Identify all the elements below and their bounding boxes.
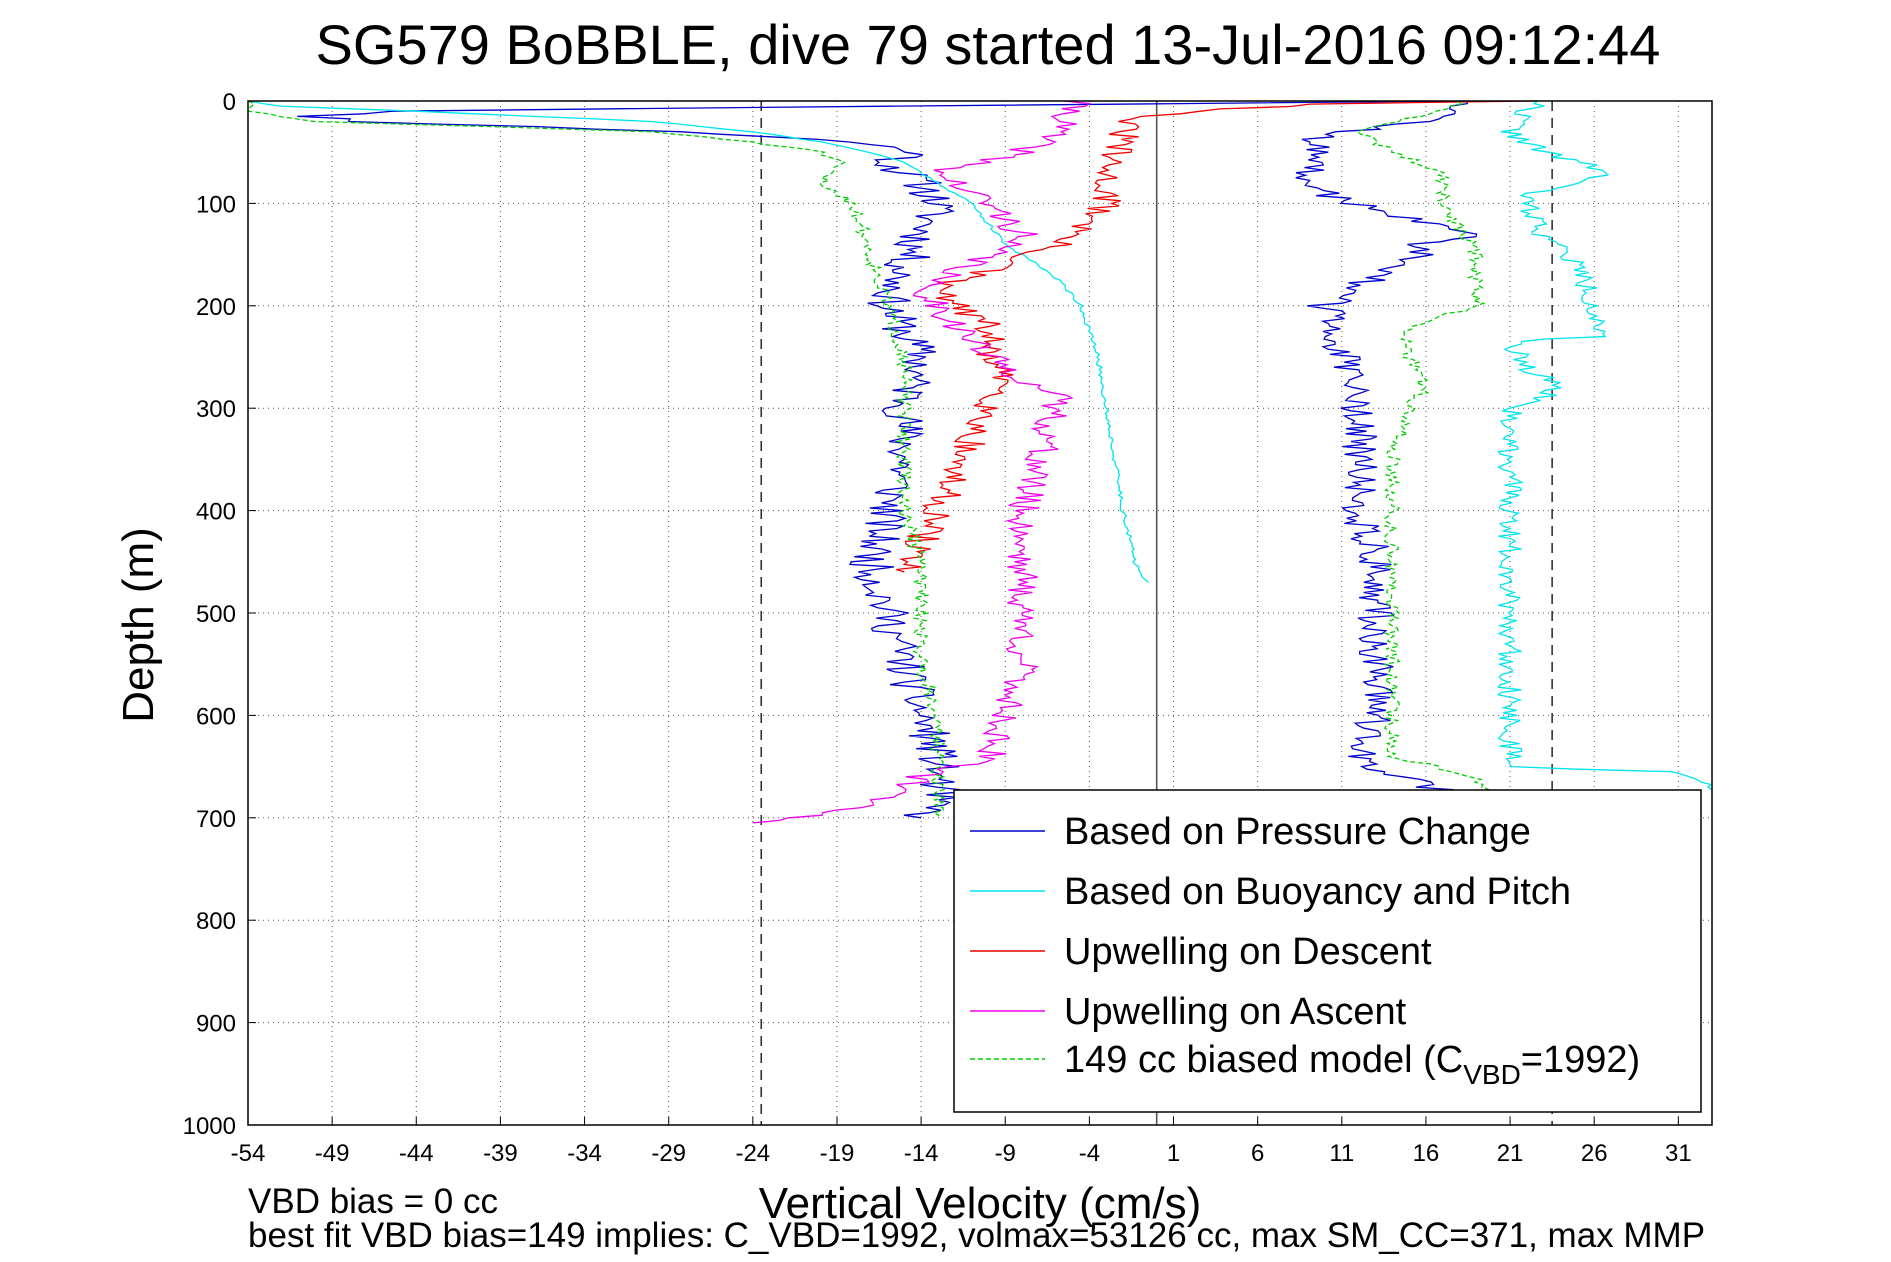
series-line bbox=[247, 100, 948, 819]
y-tick-label: 0 bbox=[223, 89, 236, 116]
series-line bbox=[247, 100, 1149, 583]
x-tick-label: 11 bbox=[1329, 1140, 1354, 1167]
footer-bias-note: VBD bias = 0 cc bbox=[248, 1182, 498, 1221]
y-tick-label: 900 bbox=[196, 1011, 236, 1038]
x-tick-label: 16 bbox=[1413, 1140, 1440, 1167]
x-tick-label: -24 bbox=[735, 1140, 770, 1167]
x-tick-label: 31 bbox=[1665, 1140, 1692, 1167]
y-axis-ticks: 0 100 200 300 400 500 600 700 800 900 1000 bbox=[183, 89, 256, 1140]
series-line bbox=[752, 100, 1092, 824]
chart-title: SG579 BoBBLE, dive 79 started 13-Jul-201… bbox=[316, 13, 1661, 76]
x-axis-label: Vertical Velocity (cm/s) bbox=[759, 1179, 1202, 1228]
x-tick-label: -44 bbox=[399, 1140, 434, 1167]
y-tick-label: 200 bbox=[196, 294, 236, 321]
legend: Based on Pressure Change Based on Buoyanc… bbox=[953, 789, 1702, 1113]
y-tick-label: 500 bbox=[196, 601, 236, 628]
footer-best-fit-note: best fit VBD bias=149 implies: C_VBD=199… bbox=[248, 1216, 1706, 1255]
x-tick-label: -54 bbox=[231, 1140, 266, 1167]
x-tick-label: 6 bbox=[1251, 1140, 1264, 1167]
y-tick-label: 700 bbox=[196, 806, 236, 833]
legend-label: Based on Pressure Change bbox=[1064, 811, 1531, 853]
x-tick-label: -9 bbox=[995, 1140, 1016, 1167]
legend-label: 149 cc biased model (CVBD=1992) bbox=[1064, 1039, 1640, 1090]
series-lines bbox=[247, 100, 1713, 824]
legend-box bbox=[953, 789, 1702, 1113]
y-tick-label: 100 bbox=[196, 191, 236, 218]
x-tick-label: 1 bbox=[1167, 1140, 1180, 1167]
x-tick-label: -34 bbox=[567, 1140, 602, 1167]
x-tick-label: -19 bbox=[820, 1140, 855, 1167]
series-line bbox=[297, 100, 1466, 819]
y-tick-label: 400 bbox=[196, 499, 236, 526]
x-tick-label: 26 bbox=[1581, 1140, 1608, 1167]
x-tick-label: -39 bbox=[483, 1140, 518, 1167]
series-line bbox=[1355, 100, 1494, 798]
x-tick-label: -14 bbox=[904, 1140, 939, 1167]
series-line bbox=[896, 100, 1536, 573]
x-tick-label: -4 bbox=[1079, 1140, 1100, 1167]
y-tick-label: 800 bbox=[196, 908, 236, 935]
y-tick-label: 300 bbox=[196, 396, 236, 423]
x-tick-label: -49 bbox=[315, 1140, 350, 1167]
y-tick-label: 1000 bbox=[183, 1113, 236, 1140]
series-line bbox=[1496, 100, 1713, 793]
series-line bbox=[1295, 100, 1478, 798]
x-tick-label: -29 bbox=[651, 1140, 686, 1167]
y-axis-label: Depth (m) bbox=[114, 527, 163, 723]
x-tick-label: 21 bbox=[1497, 1140, 1524, 1167]
legend-label: Upwelling on Ascent bbox=[1064, 991, 1407, 1033]
legend-label: Based on Buoyancy and Pitch bbox=[1064, 871, 1571, 913]
y-tick-label: 600 bbox=[196, 703, 236, 730]
legend-label: Upwelling on Descent bbox=[1064, 931, 1432, 973]
x-axis-ticks: -54 -49 -44 -39 -34 -29 -24 -19 -14 -9 -4 1 6 11 16 21 2… bbox=[231, 1117, 1692, 1167]
